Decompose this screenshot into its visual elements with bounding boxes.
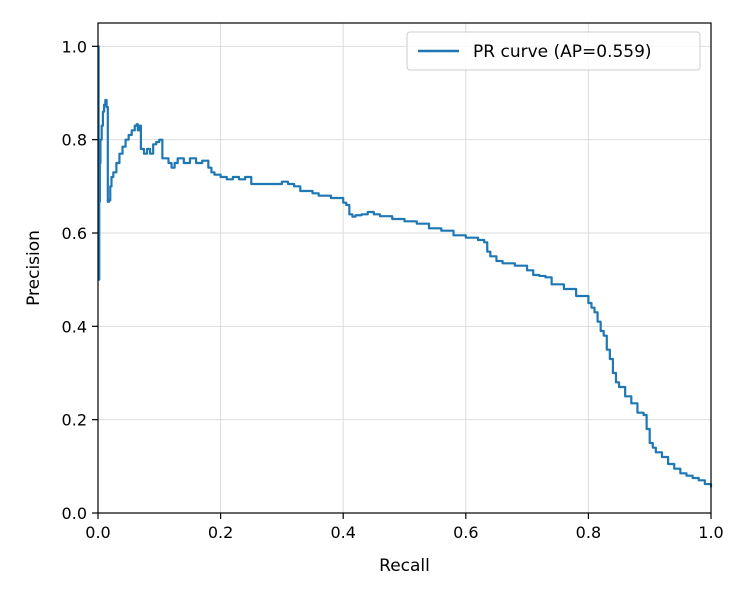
plot-frame	[97, 22, 712, 514]
y-axis-label: Precision	[24, 230, 44, 306]
x-tick-label: 0.6	[453, 523, 478, 542]
x-tick-label: 0.0	[85, 523, 110, 542]
legend: PR curve (AP=0.559)	[406, 31, 701, 71]
grid	[97, 23, 712, 514]
series-layer	[97, 45, 713, 488]
legend-label: PR curve (AP=0.559)	[473, 42, 652, 62]
y-tick-label: 0.4	[62, 317, 87, 336]
y-tick-label: 0.2	[62, 411, 87, 430]
y-tick-label: 0.0	[62, 504, 87, 523]
ticks: 0.0 0.2 0.4 0.6 0.8 1.0 0.0 0.2 0.4 0.6 0.8 1.0	[62, 37, 724, 542]
x-tick-label: 0.4	[330, 523, 355, 542]
x-tick-label: 1.0	[698, 523, 723, 542]
y-tick-label: 0.8	[62, 131, 87, 150]
x-axis-label: Recall	[379, 556, 430, 576]
y-tick-label: 1.0	[62, 37, 87, 56]
y-tick-label: 0.6	[62, 224, 87, 243]
x-tick-label: 0.2	[208, 523, 233, 542]
x-tick-label: 0.8	[576, 523, 601, 542]
legend-box	[406, 31, 701, 71]
series-line-0	[97, 45, 713, 488]
